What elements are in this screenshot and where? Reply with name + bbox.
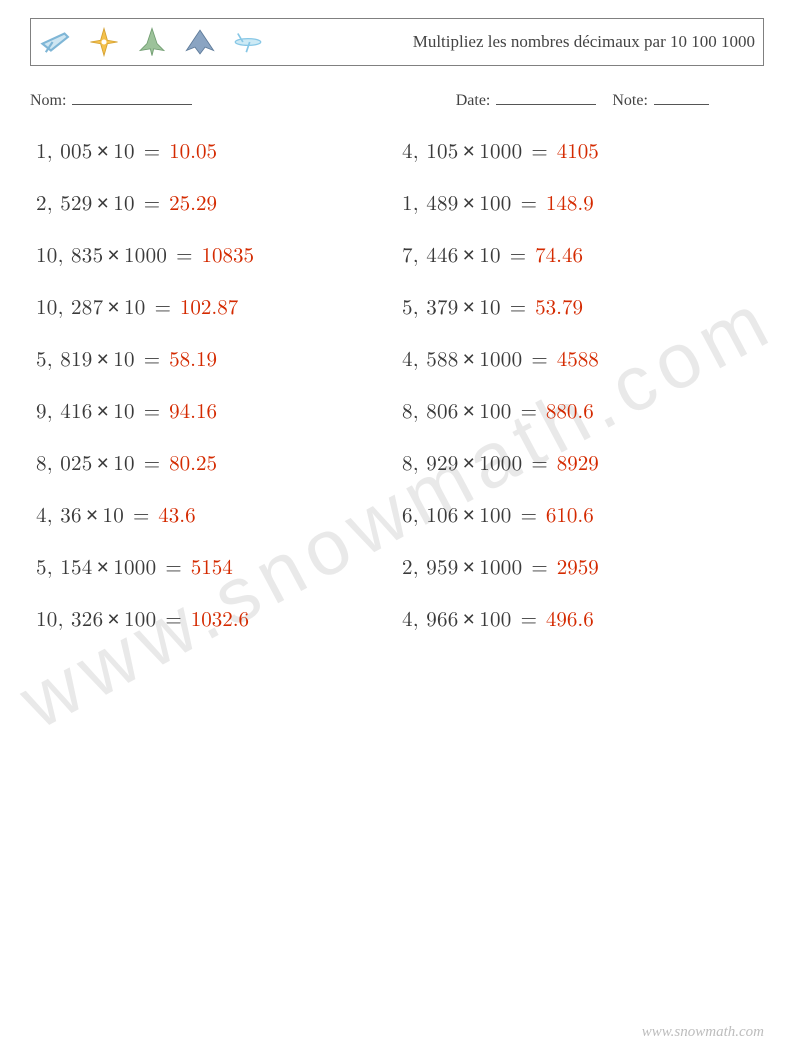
note-blank[interactable] [654,88,709,105]
problem-answer: 74.46 [535,246,583,267]
plane-icon-2 [87,25,121,59]
problem-row: 5, 819×10 = 58.19 [36,348,392,373]
problem-answer: 10835 [202,246,255,267]
equals-sign: = [503,298,533,319]
problem-answer: 94.16 [169,402,217,423]
problem-lhs: 7, 446×10 [402,246,501,267]
equals-sign: = [137,194,167,215]
problem-answer: 610.6 [546,506,594,527]
problem-lhs: 1, 489×100 [402,194,512,215]
date-blank[interactable] [496,88,596,105]
plane-icon-1 [39,25,73,59]
problem-lhs: 10, 835×1000 [36,246,167,267]
problem-lhs: 5, 819×10 [36,350,135,371]
equals-sign: = [524,350,554,371]
page: Multipliez les nombres décimaux par 10 1… [0,0,794,633]
problem-answer: 43.6 [158,506,195,527]
problem-row: 2, 959×1000 = 2959 [402,556,758,581]
problem-row: 9, 416×10 = 94.16 [36,400,392,425]
problem-lhs: 1, 005×10 [36,142,135,163]
equals-sign: = [148,298,178,319]
meta-row: Nom: Date: Note: [30,88,764,110]
problem-row: 4, 588×1000 = 4588 [402,348,758,373]
equals-sign: = [514,194,544,215]
problem-row: 6, 106×100 = 610.6 [402,504,758,529]
problems-grid: 1, 005×10 = 10.05 4, 105×1000 = 4105 2, 52… [30,140,764,633]
problem-row: 2, 529×10 = 25.29 [36,192,392,217]
name-blank[interactable] [72,88,192,105]
problem-lhs: 8, 025×10 [36,454,135,475]
equals-sign: = [169,246,199,267]
note-label: Note: [612,92,648,109]
equals-sign: = [503,246,533,267]
problem-row: 4, 36×10 = 43.6 [36,504,392,529]
equals-sign: = [524,558,554,579]
airliner-icon [231,25,265,59]
problem-answer: 80.25 [169,454,217,475]
problem-lhs: 9, 416×10 [36,402,135,423]
problem-row: 5, 154×1000 = 5154 [36,556,392,581]
problem-lhs: 10, 326×100 [36,610,156,631]
problem-row: 1, 005×10 = 10.05 [36,140,392,165]
equals-sign: = [137,402,167,423]
problem-row: 10, 326×100 = 1032.6 [36,608,392,633]
problem-lhs: 4, 966×100 [402,610,512,631]
problem-answer: 8929 [557,454,599,475]
header-icons [39,25,265,59]
problem-lhs: 8, 806×100 [402,402,512,423]
problem-answer: 2959 [557,558,599,579]
header-box: Multipliez les nombres décimaux par 10 1… [30,18,764,66]
problem-lhs: 10, 287×10 [36,298,146,319]
equals-sign: = [158,558,188,579]
problem-lhs: 5, 379×10 [402,298,501,319]
equals-sign: = [137,454,167,475]
problem-lhs: 4, 588×1000 [402,350,522,371]
problem-row: 10, 835×1000 = 10835 [36,244,392,269]
equals-sign: = [514,506,544,527]
problem-answer: 1032.6 [191,610,249,631]
equals-sign: = [514,610,544,631]
problem-answer: 148.9 [546,194,594,215]
date-label: Date: [456,92,491,109]
equals-sign: = [514,402,544,423]
problem-lhs: 5, 154×1000 [36,558,156,579]
problem-lhs: 2, 959×1000 [402,558,522,579]
problem-answer: 496.6 [546,610,594,631]
problem-answer: 25.29 [169,194,217,215]
equals-sign: = [524,142,554,163]
problem-answer: 58.19 [169,350,217,371]
problem-answer: 102.87 [180,298,238,319]
problem-row: 4, 966×100 = 496.6 [402,608,758,633]
problem-lhs: 2, 529×10 [36,194,135,215]
problem-answer: 4105 [557,142,599,163]
problem-answer: 880.6 [546,402,594,423]
worksheet-title: Multipliez les nombres décimaux par 10 1… [265,31,755,52]
problem-row: 8, 806×100 = 880.6 [402,400,758,425]
problem-row: 10, 287×10 = 102.87 [36,296,392,321]
problem-answer: 4588 [557,350,599,371]
problem-row: 1, 489×100 = 148.9 [402,192,758,217]
problem-lhs: 4, 105×1000 [402,142,522,163]
problem-lhs: 4, 36×10 [36,506,124,527]
equals-sign: = [126,506,156,527]
problem-row: 8, 025×10 = 80.25 [36,452,392,477]
problem-row: 5, 379×10 = 53.79 [402,296,758,321]
name-label: Nom: [30,92,66,109]
equals-sign: = [158,610,188,631]
problem-row: 8, 929×1000 = 8929 [402,452,758,477]
equals-sign: = [524,454,554,475]
problem-answer: 5154 [191,558,233,579]
problem-lhs: 6, 106×100 [402,506,512,527]
footer-link: www.snowmath.com [642,1024,764,1041]
problem-row: 7, 446×10 = 74.46 [402,244,758,269]
equals-sign: = [137,350,167,371]
problem-answer: 10.05 [169,142,217,163]
jet-icon [135,25,169,59]
problem-row: 4, 105×1000 = 4105 [402,140,758,165]
problem-answer: 53.79 [535,298,583,319]
stealth-icon [183,25,217,59]
equals-sign: = [137,142,167,163]
problem-lhs: 8, 929×1000 [402,454,522,475]
